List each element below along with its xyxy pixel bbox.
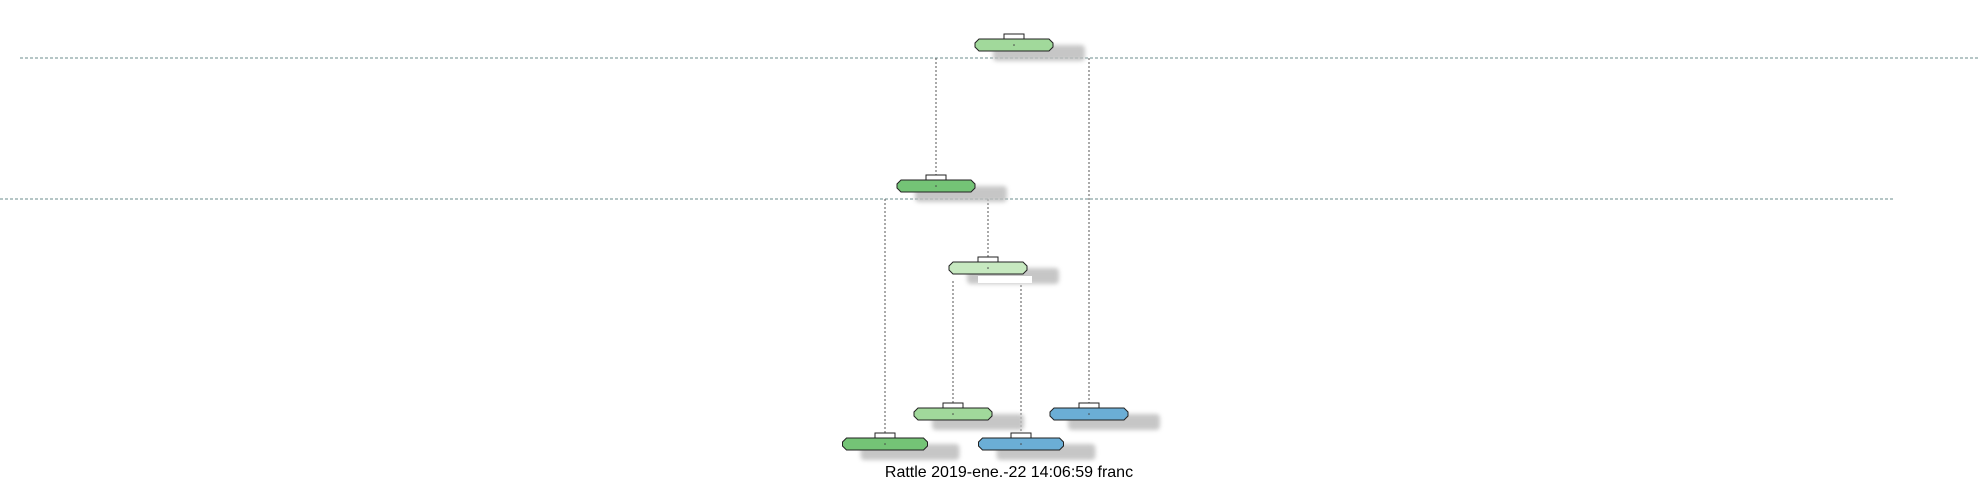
node-dot-n4	[952, 413, 954, 415]
node-tab-n4	[942, 402, 964, 409]
tree-nodes	[842, 33, 1129, 451]
caption: Rattle 2019-ene.-22 14:06:59 franc	[884, 464, 1134, 481]
node-tab-n3	[977, 256, 999, 263]
node-dot-n5	[1088, 413, 1090, 415]
node-shadows	[860, 45, 1160, 460]
tree-edges	[884, 58, 1090, 434]
node-tab-n1	[1003, 33, 1025, 40]
tree-node-n5	[1049, 402, 1129, 421]
node-label-box-n3	[978, 276, 1032, 283]
node-dot-n1	[1013, 44, 1015, 46]
tree-node-n1	[974, 33, 1054, 52]
tree-node-n3	[948, 256, 1028, 275]
guide-lines	[0, 57, 1980, 200]
tree-node-n4	[913, 402, 993, 421]
node-dot-n3	[987, 267, 989, 269]
node-dot-n6	[884, 443, 886, 445]
node-tab-n6	[874, 432, 896, 439]
tree-node-n2	[896, 174, 976, 193]
node-tab-n2	[925, 174, 947, 181]
node-dot-n7	[1020, 443, 1022, 445]
tree-node-n7	[978, 432, 1064, 451]
node-dot-n2	[935, 185, 937, 187]
node-tab-n5	[1078, 402, 1100, 409]
node-tab-n7	[1010, 432, 1032, 439]
tree-node-n6	[842, 432, 928, 451]
